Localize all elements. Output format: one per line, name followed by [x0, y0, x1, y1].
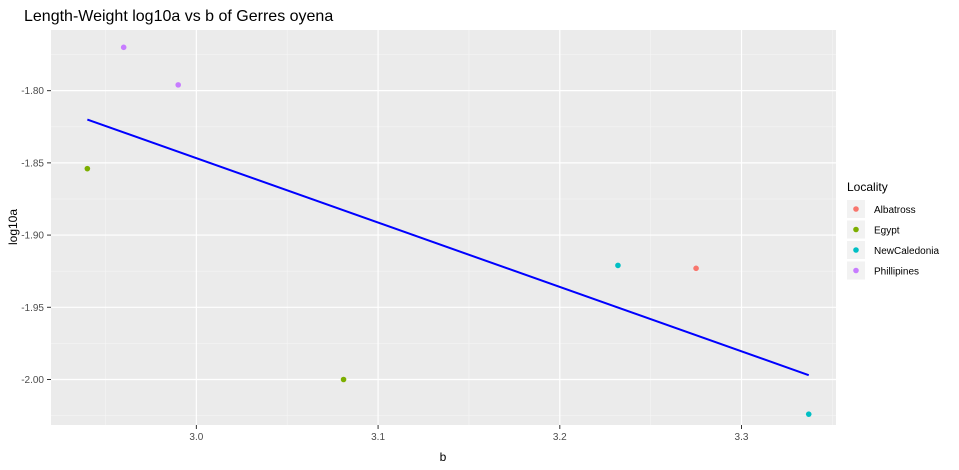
y-tick-label: -1.95: [21, 303, 44, 314]
major-grid: [51, 30, 836, 425]
legend-marker: [853, 267, 859, 274]
minor-grid: [51, 30, 836, 425]
chart-title: Length-Weight log10a vs b of Gerres oyen…: [24, 8, 333, 25]
legend-label: Albatross: [874, 205, 916, 216]
data-point: [340, 376, 347, 383]
data-point: [120, 44, 127, 51]
x-tick-label: 3.0: [189, 432, 203, 443]
points-group: [84, 44, 812, 417]
data-point: [615, 262, 621, 269]
legend-label: Phillipines: [874, 267, 919, 278]
plot-panel: [51, 30, 836, 425]
trend-line: [87, 118, 810, 377]
legend-marker: [853, 226, 859, 233]
y-tick-label: -1.85: [21, 158, 44, 169]
x-tick-label: 3.1: [371, 432, 385, 443]
y-tick-label: -1.80: [21, 86, 44, 97]
data-point: [693, 265, 699, 272]
y-tick-label: -2.00: [21, 375, 44, 386]
trend-line-group: [87, 118, 810, 377]
legend: Locality Albatross Egypt NewCaledonia Phill…: [847, 180, 939, 280]
legend-label: Egypt: [874, 226, 900, 237]
x-tick-label: 3.3: [735, 432, 749, 443]
x-tick-label: 3.2: [553, 432, 567, 443]
legend-marker: [853, 206, 859, 212]
legend-label: NewCaledonia: [874, 246, 939, 257]
data-point: [805, 411, 812, 417]
x-axis-title: b: [440, 450, 447, 464]
x-axis: 3.0 3.1 3.2 3.3: [189, 425, 749, 443]
y-axis-title: log10a: [6, 209, 20, 245]
data-point: [175, 82, 181, 88]
y-axis: -1.80 -1.85 -1.90 -1.95 -2.00: [21, 86, 51, 386]
data-point: [84, 165, 91, 172]
legend-title: Locality: [847, 180, 888, 194]
legend-marker: [853, 247, 859, 253]
y-tick-label: -1.90: [21, 231, 44, 242]
